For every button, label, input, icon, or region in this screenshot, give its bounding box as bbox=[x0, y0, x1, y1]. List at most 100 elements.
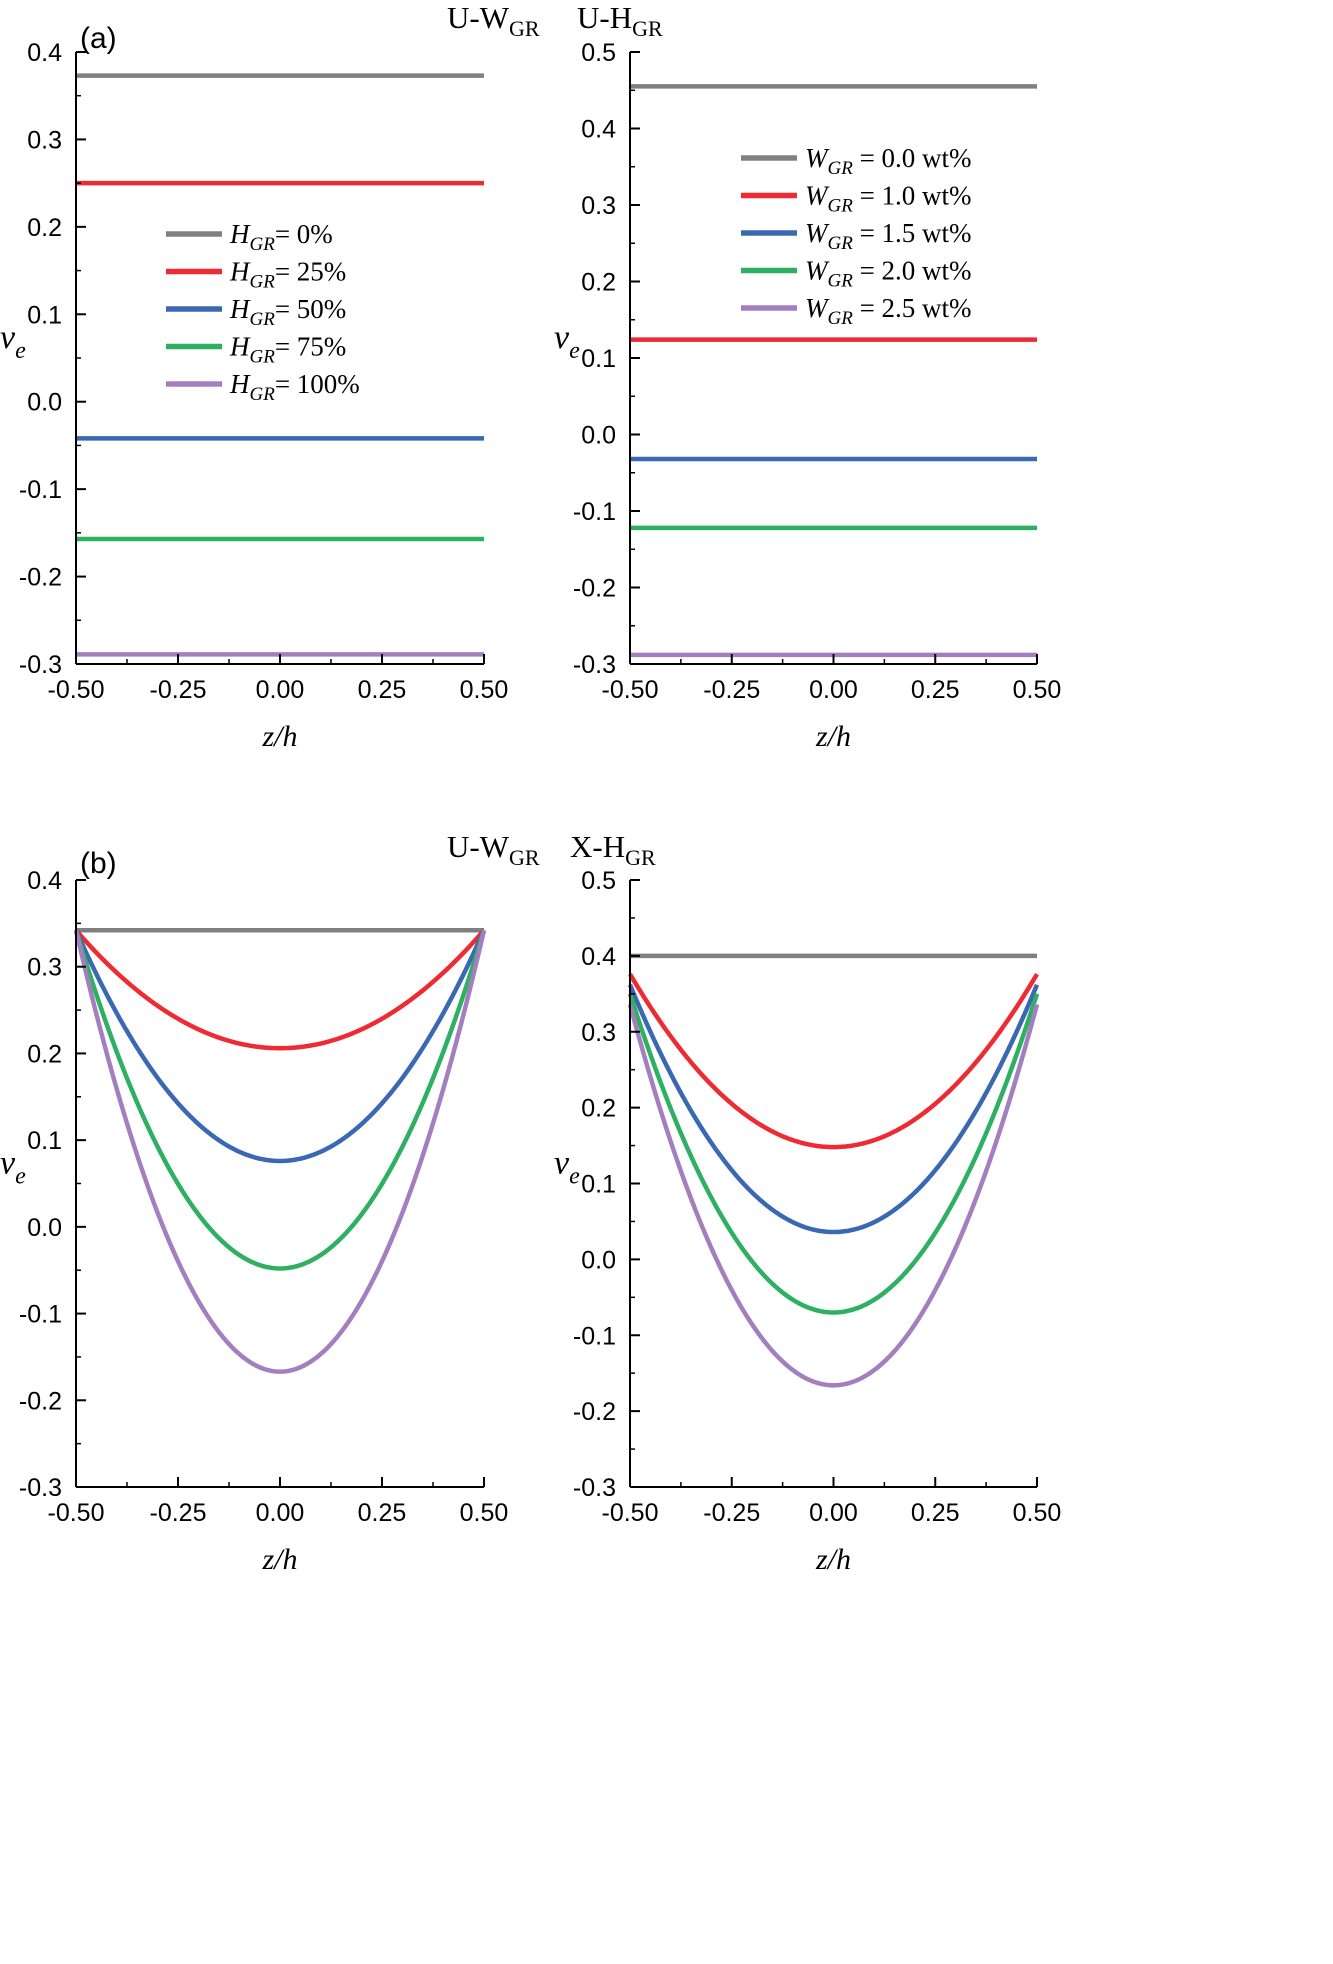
y-axis-label-base: v bbox=[554, 319, 570, 356]
y-tick-label: -0.2 bbox=[19, 1387, 62, 1415]
legend-entry: HGR= 25% bbox=[229, 257, 346, 293]
y-tick-label: -0.1 bbox=[573, 498, 616, 526]
x-tick-label: 0.00 bbox=[256, 1499, 305, 1527]
x-tick-label: -0.50 bbox=[48, 1499, 105, 1527]
series-line-2 bbox=[74, 928, 486, 1051]
x-tick-label: 0.25 bbox=[358, 1499, 407, 1527]
panel-b-title-right-sub: GR bbox=[625, 845, 656, 870]
series-line-5 bbox=[73, 929, 487, 1374]
legend-entry: HGR= 100% bbox=[229, 369, 360, 405]
series-line-4 bbox=[73, 929, 487, 1271]
series-line-4 bbox=[627, 993, 1040, 1315]
chart-a-right: -0.50 -0.25 0.00 0.25 0.50 -0.3 -0.2 -0.1 0.0 0.1… bbox=[554, 39, 1061, 753]
x-tick-label: -0.50 bbox=[602, 1499, 659, 1527]
y-tick-label: 0.4 bbox=[27, 867, 62, 895]
panel-b-title-right: X-HGR bbox=[570, 829, 656, 870]
y-tick-label: -0.1 bbox=[573, 1322, 616, 1350]
series-line-2 bbox=[628, 972, 1039, 1150]
legend-entry: HGR= 75% bbox=[229, 332, 346, 368]
y-tick-label: 0.0 bbox=[581, 422, 616, 450]
y-tick-label: 0.5 bbox=[581, 867, 616, 895]
y-tick-label: -0.2 bbox=[573, 1398, 616, 1426]
legend-sub: GR bbox=[828, 271, 854, 292]
panel-label-a: (a) bbox=[80, 22, 117, 55]
legend-entry: HGR= 50% bbox=[229, 294, 346, 330]
x-tick-label: 0.50 bbox=[460, 676, 509, 704]
y-tick-label: 0.1 bbox=[581, 345, 616, 373]
x-tick-label: 0.50 bbox=[460, 1499, 509, 1527]
legend-sub: GR bbox=[250, 347, 276, 368]
x-tick-label: -0.25 bbox=[150, 676, 207, 704]
y-tick-label: -0.3 bbox=[573, 651, 616, 679]
y-tick-label: 0.1 bbox=[27, 301, 62, 329]
y-axis-label: ve bbox=[0, 1145, 26, 1190]
legend-sub: GR bbox=[250, 309, 276, 330]
y-tick-label: -0.2 bbox=[573, 575, 616, 603]
y-tick-label: 0.4 bbox=[581, 116, 616, 144]
legend-entry: WGR = 1.0 wt% bbox=[805, 181, 972, 217]
chart-b-right: -0.50 -0.25 0.00 0.25 0.50 -0.3 -0.2 -0.1 0.0 0.1… bbox=[554, 867, 1061, 1576]
legend-var: H bbox=[229, 294, 251, 324]
legend-entry: HGR= 0% bbox=[229, 219, 333, 255]
y-tick-label: 0.2 bbox=[581, 269, 616, 297]
legend-var: H bbox=[229, 219, 251, 249]
legend-text: = 1.5 wt% bbox=[853, 218, 972, 248]
y-axis-label: ve bbox=[554, 1145, 580, 1190]
legend-var: H bbox=[229, 257, 251, 287]
y-axis-label-sub: e bbox=[569, 1164, 580, 1190]
panel-a-title-right-base: U-H bbox=[577, 0, 632, 35]
legend-sub: GR bbox=[828, 233, 854, 254]
legend-sub: GR bbox=[250, 234, 276, 255]
legend-text: = 50% bbox=[275, 294, 346, 324]
legend-text: = 25% bbox=[275, 257, 346, 287]
legend-var: H bbox=[229, 332, 251, 362]
y-tick-label: -0.1 bbox=[19, 476, 62, 504]
x-tick-label: 0.25 bbox=[358, 676, 407, 704]
y-tick-label: 0.3 bbox=[581, 192, 616, 220]
y-axis-label-sub: e bbox=[569, 338, 580, 364]
y-tick-label: 0.3 bbox=[27, 954, 62, 982]
x-tick-label: 0.25 bbox=[911, 676, 960, 704]
legend-sub: GR bbox=[828, 196, 854, 217]
y-tick-label: 0.2 bbox=[27, 1040, 62, 1068]
panel-a-title-left-base: U-W bbox=[447, 0, 510, 35]
y-tick-label: 0.5 bbox=[581, 39, 616, 67]
series-line-3 bbox=[627, 983, 1040, 1235]
legend-sub: GR bbox=[828, 308, 854, 329]
y-tick-label: 0.2 bbox=[27, 214, 62, 242]
x-tick-label: -0.50 bbox=[48, 676, 105, 704]
legend-entry: WGR = 1.5 wt% bbox=[805, 218, 972, 254]
y-tick-label: 0.3 bbox=[581, 1019, 616, 1047]
legend-var: W bbox=[805, 293, 830, 323]
legend-var: H bbox=[229, 369, 251, 399]
x-tick-label: -0.50 bbox=[602, 676, 659, 704]
panel-a-title-right-sub: GR bbox=[632, 16, 663, 41]
legend-entry: WGR = 2.0 wt% bbox=[805, 256, 972, 292]
x-axis-label: z/h bbox=[261, 720, 297, 753]
y-tick-label: 0.0 bbox=[27, 389, 62, 417]
x-tick-label: -0.25 bbox=[703, 676, 760, 704]
legend: WGR = 0.0 wt%WGR = 1.0 wt%WGR = 1.5 wt%W… bbox=[741, 143, 972, 329]
chart-a-left: -0.50 -0.25 0.00 0.25 0.50 -0.3 -0.2 -0.1 0.0 0.1… bbox=[0, 39, 508, 753]
legend-text: = 2.5 wt% bbox=[853, 293, 972, 323]
x-tick-label: 0.00 bbox=[809, 1499, 858, 1527]
x-axis-label: z/h bbox=[815, 1543, 851, 1576]
chart-b-left: -0.50 -0.25 0.00 0.25 0.50 -0.3 -0.2 -0.1 0.0 0.1… bbox=[0, 867, 508, 1576]
y-tick-label: -0.3 bbox=[19, 651, 62, 679]
panel-a-title-left-sub: GR bbox=[509, 16, 540, 41]
y-tick-label: -0.2 bbox=[19, 564, 62, 592]
x-tick-label: 0.50 bbox=[1013, 676, 1062, 704]
panel-a-title-right: U-HGR bbox=[577, 0, 663, 41]
legend-sub: GR bbox=[250, 272, 276, 293]
y-tick-label: 0.1 bbox=[581, 1171, 616, 1199]
legend-entry: WGR = 0.0 wt% bbox=[805, 143, 972, 179]
legend-text: = 75% bbox=[275, 332, 346, 362]
y-axis-label-sub: e bbox=[15, 1164, 26, 1190]
legend-var: W bbox=[805, 181, 830, 211]
panel-b-title-left-base: U-W bbox=[447, 829, 510, 864]
y-axis-label-base: v bbox=[554, 1145, 570, 1182]
y-axis-label: ve bbox=[554, 319, 580, 364]
x-tick-label: 0.25 bbox=[911, 1499, 960, 1527]
y-axis-label: ve bbox=[0, 319, 26, 364]
y-axis-label-base: v bbox=[0, 319, 16, 356]
